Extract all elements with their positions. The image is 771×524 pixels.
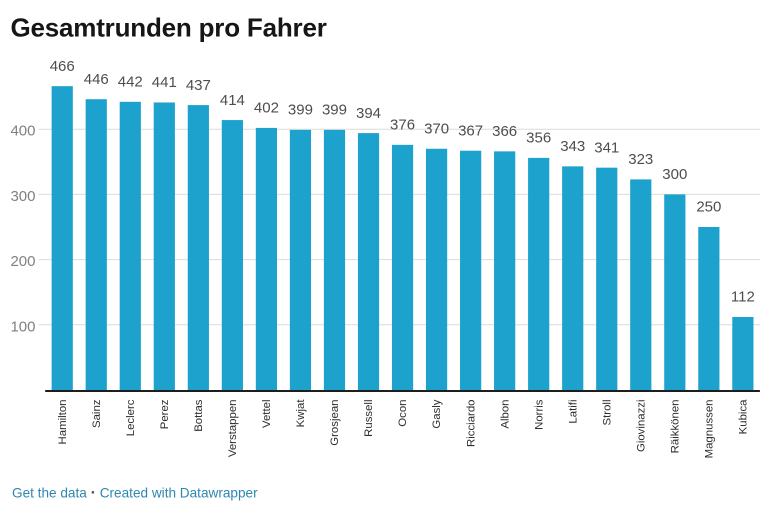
svg-text:442: 442: [118, 74, 143, 91]
svg-text:441: 441: [152, 74, 177, 91]
svg-text:466: 466: [50, 58, 75, 75]
svg-text:Vettel: Vettel: [261, 400, 273, 429]
svg-text:Latifi: Latifi: [567, 400, 579, 424]
svg-text:399: 399: [322, 102, 347, 119]
svg-text:Verstappen: Verstappen: [227, 400, 239, 458]
svg-text:100: 100: [10, 318, 35, 335]
svg-text:300: 300: [662, 166, 687, 183]
svg-text:Sainz: Sainz: [91, 399, 103, 428]
svg-text:Bottas: Bottas: [193, 399, 205, 432]
svg-text:Ocon: Ocon: [397, 400, 409, 427]
svg-text:356: 356: [526, 130, 551, 147]
svg-text:250: 250: [696, 199, 721, 216]
svg-text:Hamilton: Hamilton: [57, 400, 69, 445]
svg-text:394: 394: [356, 105, 381, 122]
svg-text:112: 112: [731, 289, 755, 306]
svg-text:437: 437: [186, 77, 211, 94]
svg-text:Stroll: Stroll: [601, 400, 613, 426]
svg-text:414: 414: [220, 92, 245, 109]
svg-text:323: 323: [628, 151, 653, 168]
svg-text:376: 376: [390, 117, 415, 134]
svg-text:Kwjat: Kwjat: [295, 399, 307, 428]
svg-text:400: 400: [10, 123, 35, 140]
svg-text:Get the data · Created with Da: Get the data · Created with Datawrapper: [12, 485, 258, 502]
svg-text:300: 300: [10, 188, 35, 205]
svg-text:Albon: Albon: [499, 400, 511, 429]
svg-text:Gasly: Gasly: [431, 399, 443, 428]
svg-text:200: 200: [10, 253, 35, 270]
svg-text:Kubica: Kubica: [738, 399, 750, 434]
svg-text:Ricciardo: Ricciardo: [465, 400, 477, 447]
svg-text:Norris: Norris: [533, 399, 545, 430]
svg-text:Gesamtrunden pro Fahrer: Gesamtrunden pro Fahrer: [11, 12, 327, 42]
svg-text:Räikkönen: Räikkönen: [669, 400, 681, 454]
svg-text:Grosjean: Grosjean: [329, 400, 341, 446]
svg-text:402: 402: [254, 100, 279, 117]
svg-text:Russell: Russell: [363, 400, 375, 437]
svg-text:Leclerc: Leclerc: [125, 399, 137, 436]
svg-text:446: 446: [84, 71, 109, 88]
svg-text:367: 367: [458, 122, 483, 139]
svg-text:Magnussen: Magnussen: [703, 400, 715, 459]
svg-text:Giovinazzi: Giovinazzi: [635, 400, 647, 453]
svg-text:370: 370: [424, 120, 449, 137]
svg-text:366: 366: [492, 123, 517, 140]
svg-text:343: 343: [560, 138, 585, 155]
svg-text:341: 341: [594, 139, 619, 156]
svg-text:399: 399: [288, 102, 313, 119]
svg-text:Perez: Perez: [159, 399, 171, 429]
